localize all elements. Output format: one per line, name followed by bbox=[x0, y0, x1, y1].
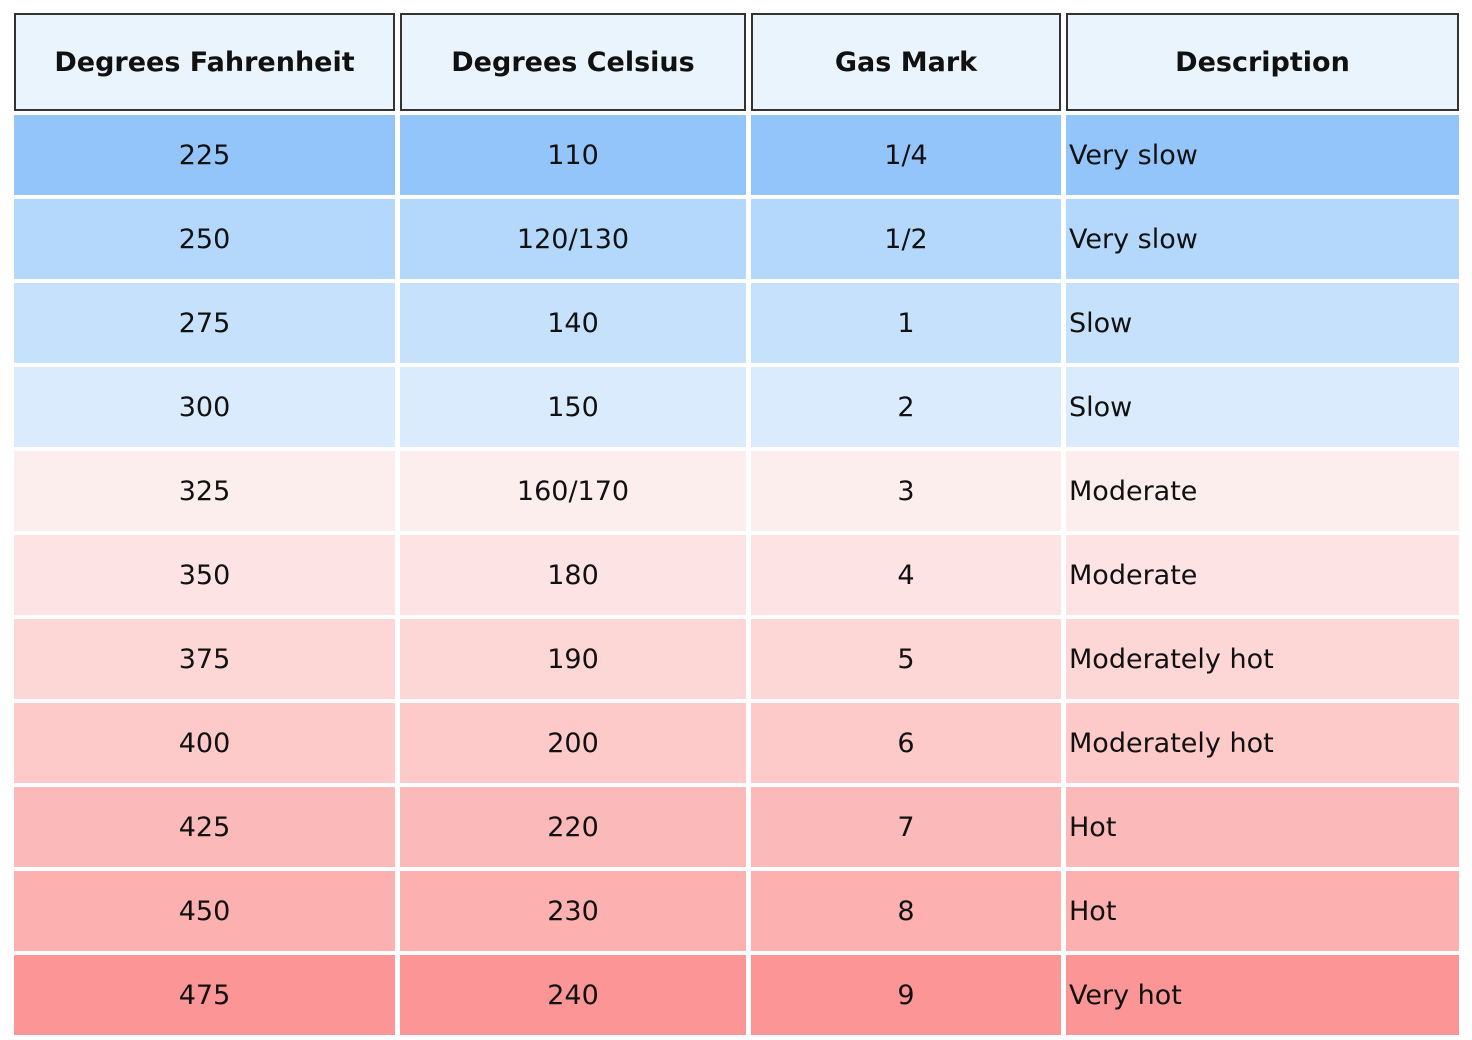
table-cell: 250 bbox=[14, 199, 395, 279]
table-cell: 230 bbox=[400, 871, 746, 951]
table-cell: 225 bbox=[14, 115, 395, 195]
table-cell: 120/130 bbox=[400, 199, 746, 279]
header-cell: Degrees Celsius bbox=[400, 13, 746, 111]
description-cell: Very slow bbox=[1066, 115, 1459, 195]
description-cell: Hot bbox=[1066, 787, 1459, 867]
table-cell: 350 bbox=[14, 535, 395, 615]
description-cell: Moderate bbox=[1066, 451, 1459, 531]
table-cell: 300 bbox=[14, 367, 395, 447]
header-cell: Description bbox=[1066, 13, 1459, 111]
table-cell: 7 bbox=[751, 787, 1061, 867]
description-cell: Moderate bbox=[1066, 535, 1459, 615]
table-cell: 140 bbox=[400, 283, 746, 363]
table-cell: 450 bbox=[14, 871, 395, 951]
table-cell: 200 bbox=[400, 703, 746, 783]
table-cell: 375 bbox=[14, 619, 395, 699]
description-cell: Slow bbox=[1066, 283, 1459, 363]
table-cell: 1 bbox=[751, 283, 1061, 363]
table-cell: 8 bbox=[751, 871, 1061, 951]
table-cell: 425 bbox=[14, 787, 395, 867]
table-cell: 240 bbox=[400, 955, 746, 1035]
table-cell: 400 bbox=[14, 703, 395, 783]
table-cell: 9 bbox=[751, 955, 1061, 1035]
table-cell: 325 bbox=[14, 451, 395, 531]
description-cell: Very slow bbox=[1066, 199, 1459, 279]
description-cell: Slow bbox=[1066, 367, 1459, 447]
description-cell: Moderately hot bbox=[1066, 619, 1459, 699]
table-cell: 180 bbox=[400, 535, 746, 615]
table-cell: 220 bbox=[400, 787, 746, 867]
description-cell: Very hot bbox=[1066, 955, 1459, 1035]
table-cell: 275 bbox=[14, 283, 395, 363]
table-cell: 110 bbox=[400, 115, 746, 195]
table-cell: 6 bbox=[751, 703, 1061, 783]
table-cell: 1/2 bbox=[751, 199, 1061, 279]
table-cell: 150 bbox=[400, 367, 746, 447]
table-cell: 5 bbox=[751, 619, 1061, 699]
table-cell: 3 bbox=[751, 451, 1061, 531]
table-cell: 4 bbox=[751, 535, 1061, 615]
table-cell: 1/4 bbox=[751, 115, 1061, 195]
table-cell: 2 bbox=[751, 367, 1061, 447]
table-cell: 160/170 bbox=[400, 451, 746, 531]
header-cell: Gas Mark bbox=[751, 13, 1061, 111]
description-cell: Hot bbox=[1066, 871, 1459, 951]
gas-mark-table: Degrees Fahrenheit Degrees Celsius Gas Mar… bbox=[14, 13, 1459, 1035]
table-cell: 475 bbox=[14, 955, 395, 1035]
table-cell: 190 bbox=[400, 619, 746, 699]
header-cell: Degrees Fahrenheit bbox=[14, 13, 395, 111]
description-cell: Moderately hot bbox=[1066, 703, 1459, 783]
